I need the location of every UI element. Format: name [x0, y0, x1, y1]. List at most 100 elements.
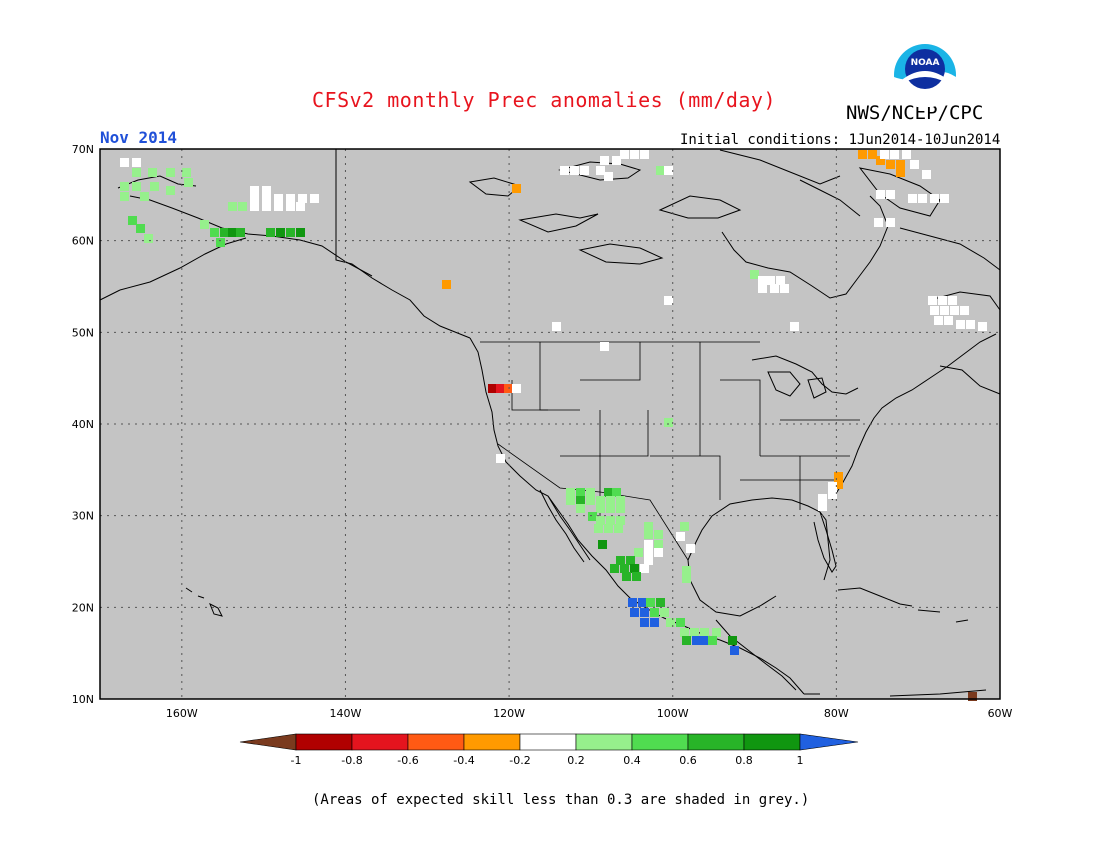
- anomaly-cell: [644, 530, 653, 539]
- colorbar-tick-label: 0.2: [567, 754, 585, 767]
- anomaly-cell: [644, 556, 653, 565]
- political-borders: [480, 341, 860, 561]
- anomaly-cell: [680, 628, 689, 637]
- anomaly-cell: [274, 194, 283, 203]
- anomaly-cell: [250, 194, 259, 203]
- anomaly-cell: [896, 168, 905, 177]
- lat-label: 30N: [72, 510, 94, 523]
- anomaly-cell: [488, 384, 497, 393]
- anomaly-cell: [588, 512, 597, 521]
- anomaly-cell: [880, 150, 889, 159]
- anomaly-cell: [630, 564, 639, 573]
- anomaly-cell: [708, 636, 717, 645]
- anomaly-cell: [960, 306, 969, 315]
- anomaly-cell: [566, 496, 575, 505]
- anomaly-cell: [654, 548, 663, 557]
- anomaly-cell: [644, 548, 653, 557]
- anomaly-cell: [692, 636, 701, 645]
- colorbar-tick-label: 1: [797, 754, 804, 767]
- anomaly-cell: [266, 228, 275, 237]
- anomaly-cell: [614, 524, 623, 533]
- anomaly-cell: [938, 296, 947, 305]
- anomaly-cell: [136, 224, 145, 233]
- anomaly-cell: [948, 296, 957, 305]
- anomaly-cell: [496, 454, 505, 463]
- anomaly-cell: [120, 192, 129, 201]
- anomaly-cell: [276, 228, 285, 237]
- longitude-labels: 160W 140W 120W 100W 80W 60W: [166, 707, 1013, 720]
- colorbar-tick-label: -0.4: [453, 754, 474, 767]
- anomaly-cell: [620, 150, 629, 159]
- colorbar-tick-label: 0.8: [735, 754, 753, 767]
- lat-label: 60N: [72, 235, 94, 248]
- gridlines: [100, 149, 1000, 699]
- anomaly-cell: [182, 168, 191, 177]
- anomaly-cell: [200, 220, 209, 229]
- anomaly-cell: [818, 502, 827, 511]
- anomaly-cell: [750, 270, 759, 279]
- anomaly-cell: [790, 322, 799, 331]
- anomaly-cell: [828, 482, 837, 491]
- anomaly-cell: [262, 186, 271, 195]
- anomaly-cell: [576, 496, 585, 505]
- agency-label: NWS/NCEP/CPC: [846, 102, 984, 124]
- anomaly-cell: [664, 166, 673, 175]
- anomaly-cell: [886, 190, 895, 199]
- anomaly-cell: [896, 160, 905, 169]
- anomaly-cell: [606, 496, 615, 505]
- svg-text:NOAA: NOAA: [911, 58, 940, 68]
- anomaly-cell: [818, 494, 827, 503]
- anomaly-cell: [640, 618, 649, 627]
- anomaly-cell: [650, 608, 659, 617]
- anomaly-cell: [220, 228, 229, 237]
- anomaly-cell: [632, 572, 641, 581]
- anomaly-cell: [148, 168, 157, 177]
- anomaly-cell: [210, 228, 219, 237]
- anomaly-cell: [638, 598, 647, 607]
- anomaly-cell: [656, 598, 665, 607]
- anomaly-cell: [586, 488, 595, 497]
- anomaly-cells: [120, 150, 987, 701]
- anomaly-cell: [184, 178, 193, 187]
- colorbar-tick-label: -1: [291, 754, 302, 767]
- anomaly-cell: [296, 228, 305, 237]
- anomaly-cell: [858, 150, 867, 159]
- anomaly-cell: [504, 384, 513, 393]
- anomaly-cell: [236, 228, 245, 237]
- anomaly-cell: [604, 172, 613, 181]
- lat-label: 10N: [72, 693, 94, 706]
- anomaly-cell: [512, 384, 521, 393]
- anomaly-cell: [666, 618, 675, 627]
- colorbar-segment: [743, 733, 801, 751]
- initial-conditions-label: Initial conditions: 1Jun2014-10Jun2014: [680, 132, 1001, 148]
- anomaly-cell: [644, 522, 653, 531]
- anomaly-cell: [928, 296, 937, 305]
- anomaly-cell: [286, 194, 295, 203]
- anomaly-cell: [310, 194, 319, 203]
- anomaly-cell: [140, 192, 149, 201]
- colorbar: -1 -0.8 -0.6 -0.4 -0.2 0.2 0.4 0.6 0.8 1: [239, 733, 859, 767]
- anomaly-cell: [660, 608, 669, 617]
- anomaly-cell: [552, 322, 561, 331]
- anomaly-cell: [956, 320, 965, 329]
- anomaly-cell: [654, 540, 663, 549]
- colorbar-segment: [351, 733, 409, 751]
- anomaly-cell: [216, 238, 225, 247]
- lon-label: 80W: [824, 707, 849, 720]
- anomaly-cell: [512, 184, 521, 193]
- anomaly-cell: [966, 320, 975, 329]
- anomaly-cell: [944, 316, 953, 325]
- anomaly-cell: [250, 186, 259, 195]
- anomaly-cell: [902, 150, 911, 159]
- anomaly-cell: [274, 202, 283, 211]
- colorbar-tick-label: -0.6: [397, 754, 418, 767]
- colorbar-tick-label: -0.2: [509, 754, 530, 767]
- anomaly-cell: [640, 608, 649, 617]
- anomaly-cell: [876, 156, 885, 165]
- anomaly-cell: [132, 182, 141, 191]
- lon-label: 140W: [330, 707, 362, 720]
- anomaly-cell: [620, 564, 629, 573]
- anomaly-cell: [930, 306, 939, 315]
- anomaly-cell: [612, 488, 621, 497]
- anomaly-cell: [828, 490, 837, 499]
